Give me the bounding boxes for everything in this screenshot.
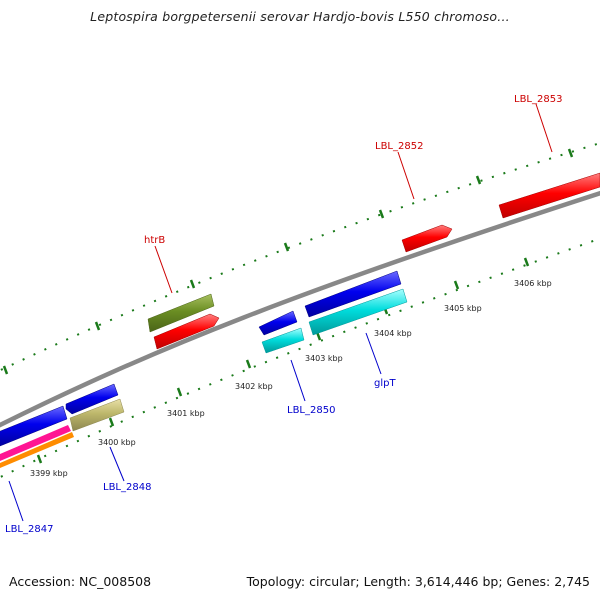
topology-summary: Topology: circular; Length: 3,614,446 bp… <box>246 574 590 589</box>
feature-orange[interactable] <box>0 432 74 468</box>
outer-tick-ring <box>0 142 600 372</box>
feature-glpT[interactable] <box>308 288 408 336</box>
tick-label-3404: 3404 kbp <box>374 329 412 338</box>
feature-blue-left[interactable] <box>0 405 68 447</box>
tick-label-3406: 3406 kbp <box>514 279 552 288</box>
feature-LBL_2848[interactable] <box>69 398 125 432</box>
gene-label-LBL_2847[interactable]: LBL_2847 <box>5 524 53 535</box>
tick-label-3401: 3401 kbp <box>167 409 205 418</box>
accession-text: Accession: NC_008508 <box>9 574 152 589</box>
outer-major-ticks <box>2 148 574 375</box>
gene-label-htrB[interactable]: htrB <box>144 235 165 246</box>
feature-LBL_2850-blue[interactable] <box>258 310 298 336</box>
genome-backbone <box>0 190 600 428</box>
tick-label-3402: 3402 kbp <box>235 382 273 391</box>
feature-LBL_2853[interactable] <box>498 172 600 219</box>
label-leader-lines <box>8 103 553 522</box>
gene-label-LBL_2853[interactable]: LBL_2853 <box>514 94 562 105</box>
feature-LBL_2850[interactable] <box>261 327 305 354</box>
feature-htrB[interactable] <box>147 293 215 333</box>
feature-htrB-partner[interactable] <box>153 313 220 350</box>
inner-tick-ring <box>0 237 600 479</box>
tick-label-3399: 3399 kbp <box>30 469 68 478</box>
tick-label-3400: 3400 kbp <box>98 438 136 447</box>
feature-blue-3[interactable] <box>304 270 402 318</box>
gene-label-glpT[interactable]: glpT <box>374 378 396 389</box>
tick-label-3405: 3405 kbp <box>444 304 482 313</box>
map-title: Leptospira borgpetersenii serovar Hardjo… <box>90 9 510 24</box>
gene-label-LBL_2852[interactable]: LBL_2852 <box>375 141 423 152</box>
feature-blue-2[interactable] <box>65 383 119 415</box>
gene-label-LBL_2848[interactable]: LBL_2848 <box>103 482 151 493</box>
gene-label-LBL_2850[interactable]: LBL_2850 <box>287 405 335 416</box>
tick-label-3403: 3403 kbp <box>305 354 343 363</box>
feature-pink[interactable] <box>0 425 71 461</box>
feature-LBL_2852[interactable] <box>401 224 453 253</box>
inner-major-ticks <box>36 257 530 464</box>
